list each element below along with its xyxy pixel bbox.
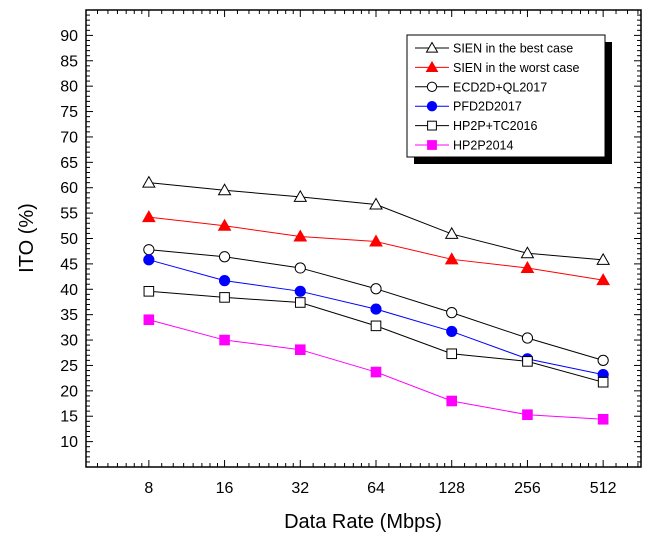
legend-marker <box>427 140 437 150</box>
data-point <box>597 413 609 425</box>
y-tick-label: 15 <box>60 409 78 426</box>
y-tick-label: 70 <box>60 129 78 146</box>
x-tick-label: 16 <box>216 480 234 497</box>
legend-entry: HP2P+TC2016 <box>415 119 537 133</box>
data-point <box>217 183 232 196</box>
y-tick-label: 45 <box>60 256 78 273</box>
legend-label: SIEN in the worst case <box>453 61 579 75</box>
data-point <box>597 376 609 388</box>
data-point <box>141 175 156 188</box>
legend-entry: PFD2D2017 <box>415 100 522 114</box>
legend-marker <box>426 81 438 92</box>
data-point <box>370 320 382 332</box>
data-point <box>520 260 535 273</box>
y-tick-label: 85 <box>60 53 78 70</box>
y-tick-label: 80 <box>60 79 78 96</box>
y-axis-title: ITO (%) <box>16 203 38 273</box>
legend: SIEN in the best case SIEN in the worst c… <box>406 34 612 164</box>
data-point <box>596 273 611 286</box>
y-tick-label: 75 <box>60 104 78 121</box>
data-point <box>218 251 231 263</box>
data-point <box>597 354 609 366</box>
legend-marker <box>427 120 437 131</box>
data-point <box>143 314 155 326</box>
y-tick-label: 65 <box>60 155 78 172</box>
x-tick-label: 128 <box>438 480 465 497</box>
data-point <box>294 285 306 297</box>
data-point <box>294 262 306 274</box>
series-line <box>148 216 604 281</box>
data-point <box>294 344 306 356</box>
y-tick-label: 60 <box>60 180 78 197</box>
data-point <box>293 189 308 202</box>
data-point <box>143 254 155 266</box>
legend-label: SIEN in the best case <box>453 42 573 56</box>
legend-marker <box>425 41 439 53</box>
data-point <box>370 283 382 295</box>
legend-marker <box>425 60 439 73</box>
data-point <box>143 286 155 297</box>
series-6 <box>143 314 609 425</box>
y-tick-label: 55 <box>60 206 78 223</box>
series-4 <box>143 254 609 381</box>
data-point <box>521 332 534 344</box>
legend-entry: SIEN in the worst case <box>415 60 579 75</box>
data-point <box>522 356 533 367</box>
series-5 <box>143 286 609 388</box>
data-point <box>446 307 458 319</box>
data-point <box>370 303 382 315</box>
data-point <box>369 234 383 247</box>
data-point <box>217 218 232 231</box>
legend-label: HP2P2014 <box>453 139 514 153</box>
y-tick-label: 50 <box>60 231 78 248</box>
y-tick-label: 10 <box>60 434 78 451</box>
series-line <box>148 182 604 261</box>
x-tick-label: 64 <box>367 480 385 497</box>
data-point <box>293 229 308 242</box>
legend-entry: HP2P2014 <box>415 139 514 153</box>
data-point <box>444 252 459 265</box>
data-point <box>522 409 533 420</box>
data-point <box>370 366 382 378</box>
legend-label: HP2P+TC2016 <box>453 119 537 133</box>
series-2 <box>141 210 611 286</box>
y-tick-label: 40 <box>60 282 78 299</box>
data-point <box>143 244 155 256</box>
data-point <box>444 226 459 239</box>
series-line <box>148 259 604 376</box>
y-tick-label: 35 <box>60 307 78 324</box>
legend-entry: ECD2D+QL2017 <box>415 80 547 94</box>
y-tick-label: 25 <box>60 358 78 375</box>
legend-marker <box>426 101 438 112</box>
legend-label: ECD2D+QL2017 <box>453 80 547 94</box>
legend-box <box>406 34 606 158</box>
data-point <box>294 297 306 308</box>
x-tick-label: 8 <box>144 480 153 497</box>
legend-entry: SIEN in the best case <box>415 41 573 56</box>
data-point <box>219 334 230 346</box>
y-tick-label: 30 <box>60 333 78 350</box>
legend-label: PFD2D2017 <box>453 100 522 114</box>
data-point <box>218 275 231 287</box>
y-tick-label: 20 <box>60 383 78 400</box>
series-3 <box>143 244 609 366</box>
x-tick-label: 256 <box>514 480 541 497</box>
x-axis: 8 16 32 64 128 256 512 <box>85 10 639 497</box>
data-point <box>520 246 535 259</box>
series-layer <box>141 175 611 425</box>
x-tick-label: 32 <box>291 480 309 497</box>
data-point <box>446 348 458 360</box>
x-tick-label: 512 <box>590 480 617 497</box>
data-point <box>369 197 383 210</box>
data-point <box>446 395 458 407</box>
data-point <box>141 210 156 223</box>
y-tick-label: 90 <box>60 28 78 45</box>
data-point <box>219 292 230 303</box>
data-point <box>446 325 458 338</box>
series-1 <box>141 175 611 265</box>
y-axis: 10 15 20 25 30 35 40 45 50 55 60 65 70 75 80 85 90 <box>60 9 641 468</box>
x-axis-title: Data Rate (Mbps) <box>284 511 442 533</box>
data-point <box>596 252 611 265</box>
